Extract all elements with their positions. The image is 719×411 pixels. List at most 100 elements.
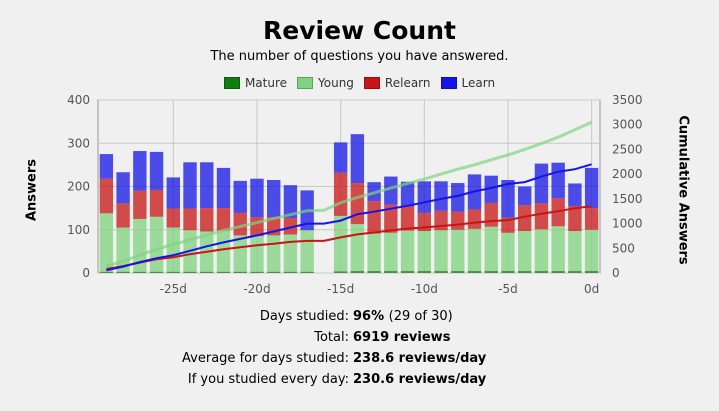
legend-item-mature[interactable]: Mature — [223, 76, 288, 90]
bar-young — [166, 227, 180, 272]
stat-days-studied-detail: (29 of 30) — [388, 309, 453, 324]
bar-young — [584, 229, 599, 271]
bar-mature — [267, 271, 281, 273]
y-tick-label: 300 — [67, 136, 90, 150]
y2-tick-label: 2000 — [612, 167, 643, 181]
bar-mature — [300, 271, 314, 273]
bar-young — [216, 230, 231, 272]
bar-young — [300, 230, 314, 272]
bar-learn — [484, 175, 498, 203]
cumulative-line-young — [105, 120, 593, 268]
bar-mature — [518, 270, 532, 273]
cumulative-line-learn — [106, 163, 592, 272]
legend-item-relearn[interactable]: Relearn — [363, 76, 431, 90]
bar-learn — [116, 172, 130, 204]
bar-relearn — [384, 204, 398, 233]
bar-learn — [283, 185, 298, 219]
bar-learn — [216, 167, 231, 209]
x-tick-label: -15d — [327, 282, 354, 296]
chart-legend: Mature Young Relearn Learn — [0, 76, 719, 90]
bar-mature — [367, 270, 381, 273]
bar-young — [233, 235, 247, 272]
stats-panel: Days studied: 96% (29 of 30) Total: 6919… — [0, 306, 719, 390]
bar-learn — [551, 162, 565, 199]
bar-young — [417, 231, 431, 271]
bar-young — [250, 236, 264, 272]
bar-relearn — [183, 208, 197, 231]
bar-learn — [99, 154, 114, 179]
bar-relearn — [551, 198, 565, 227]
bar-learn — [350, 134, 365, 184]
y2-tick-label: 2500 — [612, 142, 643, 156]
bar-relearn — [283, 218, 298, 235]
bar-learn — [501, 180, 515, 218]
bar-mature — [400, 270, 415, 273]
bar-young — [400, 230, 415, 271]
stat-average-value: 238.6 reviews/day — [353, 351, 487, 366]
bar-learn — [133, 151, 147, 191]
bar-learn — [233, 180, 247, 213]
legend-label-mature: Mature — [244, 76, 288, 90]
bar-relearn — [133, 190, 147, 219]
bar-mature — [417, 270, 431, 273]
bar-learn — [434, 181, 448, 211]
legend-item-learn[interactable]: Learn — [440, 76, 495, 90]
bar-young — [283, 234, 298, 272]
bar-learn — [584, 167, 599, 209]
legend-item-young[interactable]: Young — [297, 76, 354, 90]
bar-mature — [350, 270, 365, 273]
x-tick-label: -20d — [243, 282, 270, 296]
bar-young — [333, 215, 348, 272]
y2-tick-label: 3500 — [612, 93, 643, 107]
bar-learn — [333, 142, 348, 173]
bar-mature — [116, 271, 130, 273]
stat-label: Average for days studied: — [182, 351, 349, 366]
bar-mature — [166, 271, 180, 273]
y2-tick-label: 1000 — [612, 217, 643, 231]
y2-tick-label: 3000 — [612, 118, 643, 132]
x-tick-label: -25d — [160, 282, 187, 296]
bar-mature — [584, 270, 599, 273]
bar-relearn — [116, 203, 130, 228]
bar-learn — [417, 181, 431, 213]
stat-total: Total: 6919 reviews — [0, 327, 719, 348]
y2-tick-label: 0 — [612, 266, 620, 280]
bar-mature — [99, 271, 114, 273]
bar-young — [133, 218, 147, 272]
legend-swatch-learn — [440, 77, 457, 89]
bar-mature — [434, 270, 448, 273]
bar-mature — [200, 271, 214, 273]
bar-relearn — [333, 172, 348, 216]
bar-mature — [250, 271, 264, 273]
bar-relearn — [233, 212, 247, 236]
bar-mature — [333, 271, 348, 273]
bar-young — [267, 235, 281, 272]
bar-young — [384, 232, 398, 271]
bar-relearn — [451, 211, 465, 230]
bar-young — [568, 231, 582, 271]
stat-label: If you studied every day: — [187, 372, 349, 387]
bar-learn — [250, 178, 264, 218]
bar-relearn — [350, 183, 365, 225]
legend-swatch-young — [297, 77, 314, 89]
bar-relearn — [584, 208, 599, 230]
stat-total-value: 6919 reviews — [353, 330, 451, 345]
bar-learn — [400, 181, 415, 207]
bar-mature — [534, 270, 549, 273]
bar-young — [350, 224, 365, 271]
bar-mature — [451, 270, 465, 273]
bar-mature — [283, 271, 298, 273]
bar-relearn — [568, 205, 582, 232]
bar-young — [434, 230, 448, 271]
bar-relearn — [367, 201, 381, 234]
bar-learn — [384, 176, 398, 205]
bar-learn — [534, 163, 549, 204]
bar-mature — [484, 270, 498, 273]
bar-mature — [183, 271, 197, 273]
bar-mature — [551, 270, 565, 273]
bar-young — [149, 216, 164, 272]
bar-learn — [166, 177, 180, 209]
stat-label: Total: — [314, 330, 349, 345]
x-tick-label: -5d — [498, 282, 518, 296]
